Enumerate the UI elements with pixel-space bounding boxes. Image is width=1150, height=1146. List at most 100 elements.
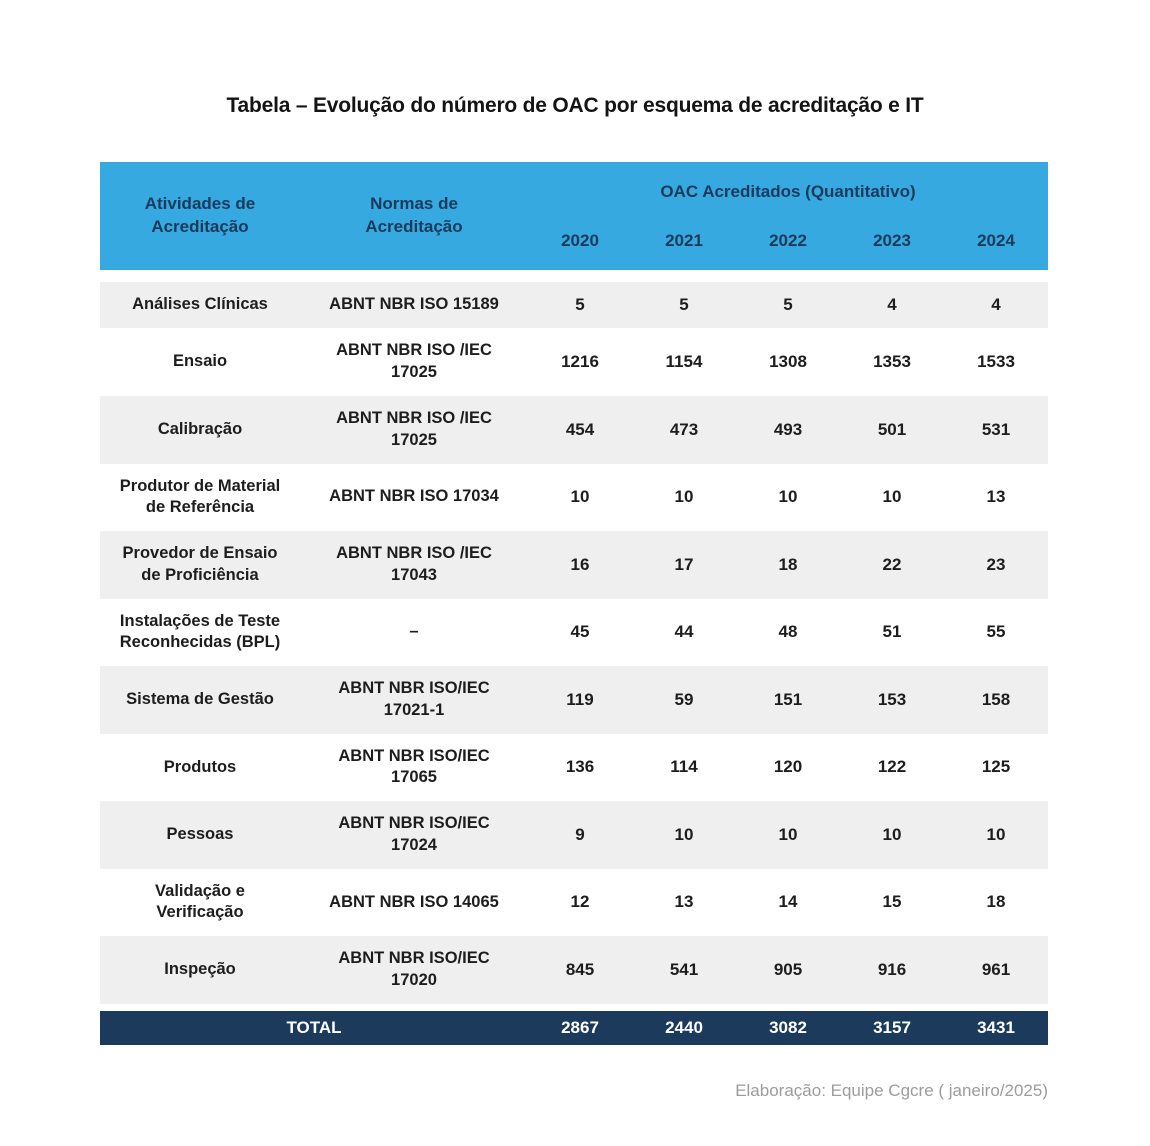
cell-value: 1533 — [977, 351, 1015, 371]
total-value: 3431 — [977, 1017, 1015, 1037]
year-header: 2020 — [561, 231, 599, 250]
cell-value: 151 — [773, 689, 803, 709]
cell-value: 13 — [986, 487, 1006, 507]
year-header: 2021 — [665, 231, 703, 250]
cell-value: 5 — [783, 295, 793, 314]
cell-value: 125 — [981, 757, 1011, 777]
table-row: Produtor de Material de Referência ABNT … — [100, 464, 1048, 532]
cell-value: 10 — [778, 487, 798, 507]
cell-value: 1353 — [873, 351, 911, 371]
cell-atividade: Instalações de Teste Reconhecidas (BPL) — [119, 611, 281, 652]
header-years-block: OAC Acreditados (Quantitativo) 2020 2021… — [528, 162, 1048, 270]
year-header-row: 2020 2021 2022 2023 2024 — [528, 212, 1048, 270]
cell-value: 44 — [674, 622, 694, 642]
cell-value: 16 — [570, 554, 590, 574]
cell-value: 48 — [778, 622, 798, 642]
cell-norma: ABNT NBR ISO/IEC 17020 — [338, 949, 490, 989]
cell-value: 845 — [565, 959, 595, 979]
total-value: 2440 — [665, 1017, 703, 1037]
cell-atividade: Análises Clínicas — [132, 295, 268, 314]
group-header-oac: OAC Acreditados (Quantitativo) — [660, 182, 916, 201]
cell-value: 531 — [981, 419, 1011, 439]
cell-atividade: Calibração — [157, 419, 243, 438]
cell-value: 45 — [570, 622, 590, 642]
cell-value: 15 — [882, 892, 902, 912]
col-header-normas: Normas de Acreditação — [365, 194, 463, 236]
table-row: Inspeção ABNT NBR ISO/IEC 17020 845 541 … — [100, 936, 1048, 1004]
cell-value: 9 — [575, 824, 585, 844]
cell-norma: ABNT NBR ISO 17034 — [329, 487, 499, 506]
year-header: 2024 — [977, 231, 1015, 250]
cell-value: 10 — [674, 824, 694, 844]
table-row: Ensaio ABNT NBR ISO /IEC 17025 1216 1154… — [100, 328, 1048, 396]
table-row: Pessoas ABNT NBR ISO/IEC 17024 9 10 10 1… — [100, 801, 1048, 869]
cell-value: 10 — [674, 487, 694, 507]
cell-norma: ABNT NBR ISO 14065 — [329, 892, 499, 911]
cell-value: 14 — [778, 892, 798, 912]
cell-value: 10 — [882, 824, 902, 844]
cell-value: 10 — [570, 487, 590, 507]
cell-value: 5 — [679, 295, 689, 314]
cell-value: 153 — [877, 689, 907, 709]
cell-norma: ABNT NBR ISO/IEC 17021-1 — [338, 679, 490, 719]
table-header: Atividades de Acreditação Normas de Acre… — [100, 162, 1048, 270]
cell-atividade: Sistema de Gestão — [126, 689, 274, 708]
cell-value: 10 — [986, 824, 1006, 844]
page-title: Tabela – Evolução do número de OAC por e… — [226, 94, 924, 117]
cell-atividade: Produtos — [163, 757, 237, 776]
cell-norma: ABNT NBR ISO/IEC 17024 — [338, 814, 490, 854]
cell-atividade: Ensaio — [172, 352, 228, 371]
cell-norma: ABNT NBR ISO /IEC 17043 — [336, 544, 492, 584]
table-row: Instalações de Teste Reconhecidas (BPL) … — [100, 599, 1048, 667]
cell-value: 961 — [981, 959, 1011, 979]
cell-value: 114 — [670, 757, 698, 777]
cell-atividade: Validação e Verificação — [155, 881, 245, 922]
table-row: Provedor de Ensaio de Proficiência ABNT … — [100, 531, 1048, 599]
cell-value: 10 — [778, 824, 798, 844]
cell-value: 18 — [778, 554, 798, 574]
cell-value: 120 — [773, 757, 803, 777]
cell-value: 122 — [877, 757, 907, 777]
cell-value: 136 — [565, 757, 595, 777]
col-header-atividades: Atividades de Acreditação — [144, 194, 256, 236]
elaboration-note: Elaboração: Equipe Cgcre ( janeiro/2025) — [735, 1081, 1048, 1100]
cell-value: 59 — [674, 689, 694, 709]
cell-value: 1216 — [561, 351, 599, 371]
cell-atividade: Inspeção — [164, 960, 236, 979]
table-body: Análises Clínicas ABNT NBR ISO 15189 5 5… — [100, 282, 1048, 1004]
cell-value: 454 — [565, 419, 595, 439]
cell-value: 22 — [882, 554, 902, 574]
cell-value: 158 — [981, 689, 1011, 709]
cell-norma: ABNT NBR ISO /IEC 17025 — [336, 341, 492, 382]
cell-value: 473 — [669, 419, 699, 439]
cell-value: 4 — [991, 295, 1001, 314]
oac-table: Atividades de Acreditação Normas de Acre… — [100, 162, 1048, 1045]
cell-value: 1308 — [769, 351, 807, 371]
cell-value: 541 — [669, 959, 699, 979]
total-value: 3082 — [769, 1017, 807, 1037]
cell-atividade: Pessoas — [166, 825, 234, 844]
total-label: TOTAL — [286, 1017, 342, 1037]
cell-value: 51 — [882, 622, 902, 642]
cell-value: 23 — [986, 554, 1006, 574]
cell-norma: ABNT NBR ISO 15189 — [329, 295, 499, 314]
table-row: Validação e Verificação ABNT NBR ISO 140… — [100, 869, 1048, 937]
cell-value: 18 — [986, 892, 1006, 912]
cell-norma: ABNT NBR ISO /IEC 17025 — [336, 408, 492, 449]
cell-value: 119 — [566, 689, 594, 709]
year-header: 2022 — [769, 231, 807, 250]
cell-value: 55 — [986, 622, 1006, 642]
cell-value: 1154 — [665, 351, 703, 371]
cell-value: 916 — [877, 959, 907, 979]
table-row: Sistema de Gestão ABNT NBR ISO/IEC 17021… — [100, 666, 1048, 734]
total-value: 2867 — [561, 1017, 599, 1037]
cell-value: 5 — [575, 295, 585, 314]
cell-value: 13 — [674, 892, 694, 912]
table-row: Calibração ABNT NBR ISO /IEC 17025 454 4… — [100, 395, 1048, 464]
table-row: Análises Clínicas ABNT NBR ISO 15189 5 5… — [100, 282, 1048, 329]
cell-atividade: Provedor de Ensaio de Proficiência — [122, 544, 278, 584]
cell-value: 17 — [674, 554, 694, 574]
cell-value: 493 — [773, 419, 803, 439]
cell-norma: – — [409, 622, 419, 641]
